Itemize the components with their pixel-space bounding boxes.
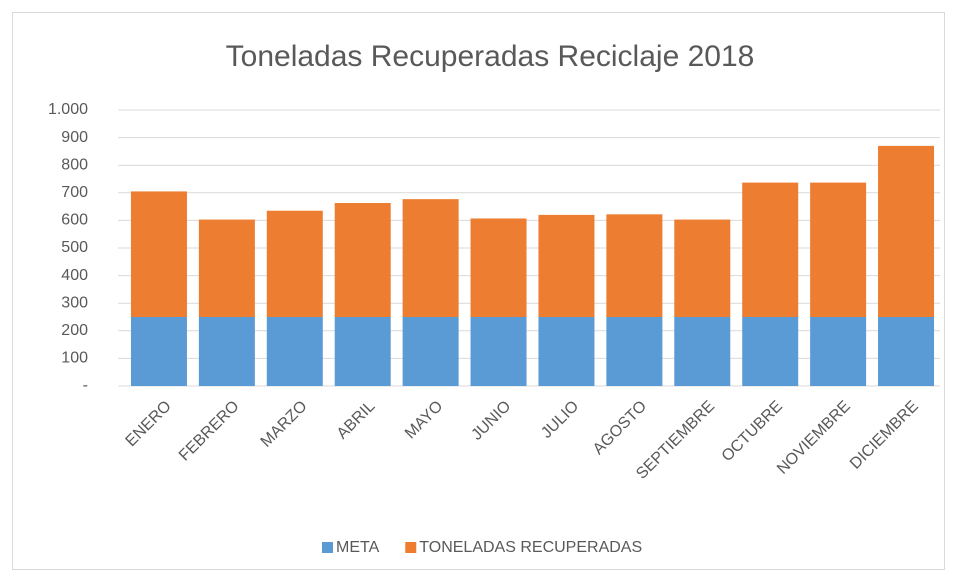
bar-segment bbox=[538, 214, 595, 317]
bar-segment bbox=[402, 199, 459, 317]
bar-segment bbox=[470, 317, 527, 386]
bar-segment bbox=[198, 317, 255, 386]
bar-segment bbox=[810, 182, 867, 317]
legend-swatch bbox=[322, 542, 333, 553]
bar-segment bbox=[266, 317, 323, 386]
legend-swatch bbox=[405, 542, 417, 553]
bar-segment bbox=[674, 219, 731, 317]
y-tick-label: 500 bbox=[61, 239, 88, 256]
bar-segment bbox=[130, 191, 187, 317]
y-tick-label: 100 bbox=[61, 350, 88, 367]
y-tick-label: 400 bbox=[61, 267, 88, 284]
bar-segment bbox=[810, 317, 867, 386]
bar-segment bbox=[130, 317, 187, 386]
y-tick-label: 700 bbox=[61, 184, 88, 201]
bar-segment bbox=[878, 317, 935, 386]
y-tick-label: 900 bbox=[61, 129, 88, 146]
legend-label: META bbox=[336, 539, 380, 556]
chart-title: Toneladas Recuperadas Reciclaje 2018 bbox=[226, 40, 755, 73]
bar-segment bbox=[606, 214, 663, 317]
y-tick-label: 300 bbox=[61, 294, 88, 311]
bar-segment bbox=[266, 210, 323, 317]
bar-segment bbox=[334, 317, 391, 386]
y-tick-label: 200 bbox=[61, 322, 88, 339]
bar-segment bbox=[878, 145, 935, 317]
y-tick-label: 800 bbox=[61, 156, 88, 173]
y-tick-label: 600 bbox=[61, 212, 88, 229]
bar-segment bbox=[334, 203, 391, 317]
bar-segment bbox=[402, 317, 459, 386]
bar-segment bbox=[538, 317, 595, 386]
bar-segment bbox=[606, 317, 663, 386]
bar-segment bbox=[742, 317, 799, 386]
y-tick-label: - bbox=[83, 377, 88, 394]
bar-segment bbox=[198, 219, 255, 317]
bar-segment bbox=[470, 218, 527, 317]
legend-label: TONELADAS RECUPERADAS bbox=[419, 539, 642, 556]
y-tick-label: 1.000 bbox=[48, 101, 88, 118]
bar-segment bbox=[742, 182, 799, 317]
bar-segment bbox=[674, 317, 731, 386]
